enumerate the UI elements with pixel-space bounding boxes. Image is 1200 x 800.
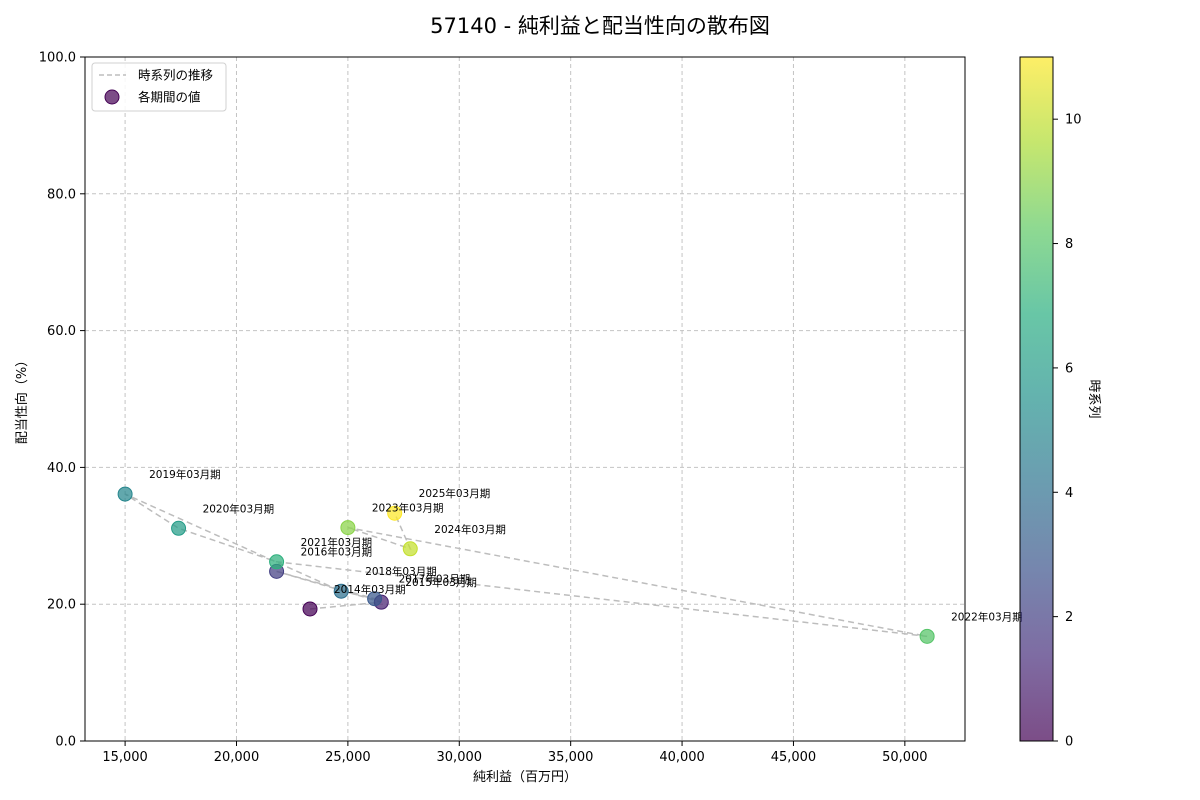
grid: [85, 57, 965, 741]
point-annotation: 2025年03月期: [419, 487, 491, 500]
colorbar-label: 時系列: [1086, 379, 1101, 418]
point-annotation: 2024年03月期: [434, 523, 506, 536]
x-tick-label: 50,000: [882, 750, 928, 765]
y-axis-ticks: 0.0 20.0 40.0 60.0 80.0 100.0: [39, 51, 85, 750]
point-annotation: 2021年03月期: [301, 536, 373, 549]
chart-title: 57140 - 純利益と配当性向の散布図: [430, 14, 770, 38]
data-point: [117, 486, 133, 502]
colorbar-tick-label: 10: [1065, 113, 1082, 128]
y-axis-label: 配当性向（%）: [14, 354, 30, 444]
point-annotation: 2014年03月期: [334, 583, 406, 596]
y-tick-label: 0.0: [55, 735, 76, 750]
colorbar-gradient: [1020, 57, 1053, 741]
y-tick-label: 100.0: [39, 51, 76, 66]
data-point: [402, 541, 418, 557]
x-axis-label: 純利益（百万円）: [473, 770, 577, 785]
y-tick-label: 60.0: [47, 324, 76, 339]
data-point: [302, 601, 318, 617]
legend: 時系列の推移 各期間の値: [91, 62, 227, 112]
y-tick-label: 20.0: [47, 598, 76, 613]
data-point: [919, 628, 935, 644]
y-tick-label: 40.0: [47, 461, 76, 476]
legend-entry-line: 時系列の推移: [138, 68, 213, 83]
point-annotation: 2019年03月期: [149, 468, 221, 481]
colorbar-tick-label: 8: [1065, 237, 1073, 252]
data-point: [171, 520, 187, 536]
data-point: [333, 583, 349, 599]
point-annotation: 2023年03月期: [372, 502, 444, 515]
x-tick-label: 20,000: [214, 750, 260, 765]
colorbar: 0 2 4 6 8 10 時系列: [1019, 56, 1101, 750]
points-layer: [117, 486, 935, 644]
point-annotation: 2016年03月期: [301, 545, 373, 558]
colorbar-ticks: 0 2 4 6 8 10: [1053, 113, 1082, 750]
x-tick-label: 25,000: [325, 750, 371, 765]
x-tick-label: 45,000: [771, 750, 817, 765]
x-axis-ticks: 15,000 20,000 25,000 30,000 35,000 40,000 45,0…: [102, 741, 928, 765]
point-annotation: 2017年03月期: [399, 573, 471, 586]
x-tick-label: 30,000: [437, 750, 483, 765]
x-tick-label: 35,000: [548, 750, 594, 765]
legend-marker-swatch: [104, 89, 120, 105]
y-tick-label: 80.0: [47, 187, 76, 202]
colorbar-tick-label: 0: [1065, 735, 1073, 750]
colorbar-tick-label: 4: [1065, 486, 1073, 501]
trend-line-layer: [124, 493, 928, 638]
point-annotation: 2020年03月期: [203, 502, 275, 515]
x-tick-label: 40,000: [659, 750, 705, 765]
point-annotation: 2015年03月期: [405, 576, 477, 589]
data-point: [269, 554, 285, 570]
colorbar-tick-label: 2: [1065, 610, 1073, 625]
data-point: [340, 520, 356, 536]
point-annotation: 2018年03月期: [365, 565, 437, 578]
data-point: [387, 505, 403, 521]
point-annotation: 2022年03月期: [951, 610, 1023, 623]
plot-frame: [84, 56, 966, 742]
x-tick-label: 15,000: [102, 750, 148, 765]
colorbar-frame: [1019, 56, 1054, 742]
colorbar-tick-label: 6: [1065, 361, 1073, 376]
legend-entry-marker: 各期間の値: [138, 90, 201, 105]
data-point: [367, 591, 383, 607]
trend-line: [124, 493, 928, 638]
